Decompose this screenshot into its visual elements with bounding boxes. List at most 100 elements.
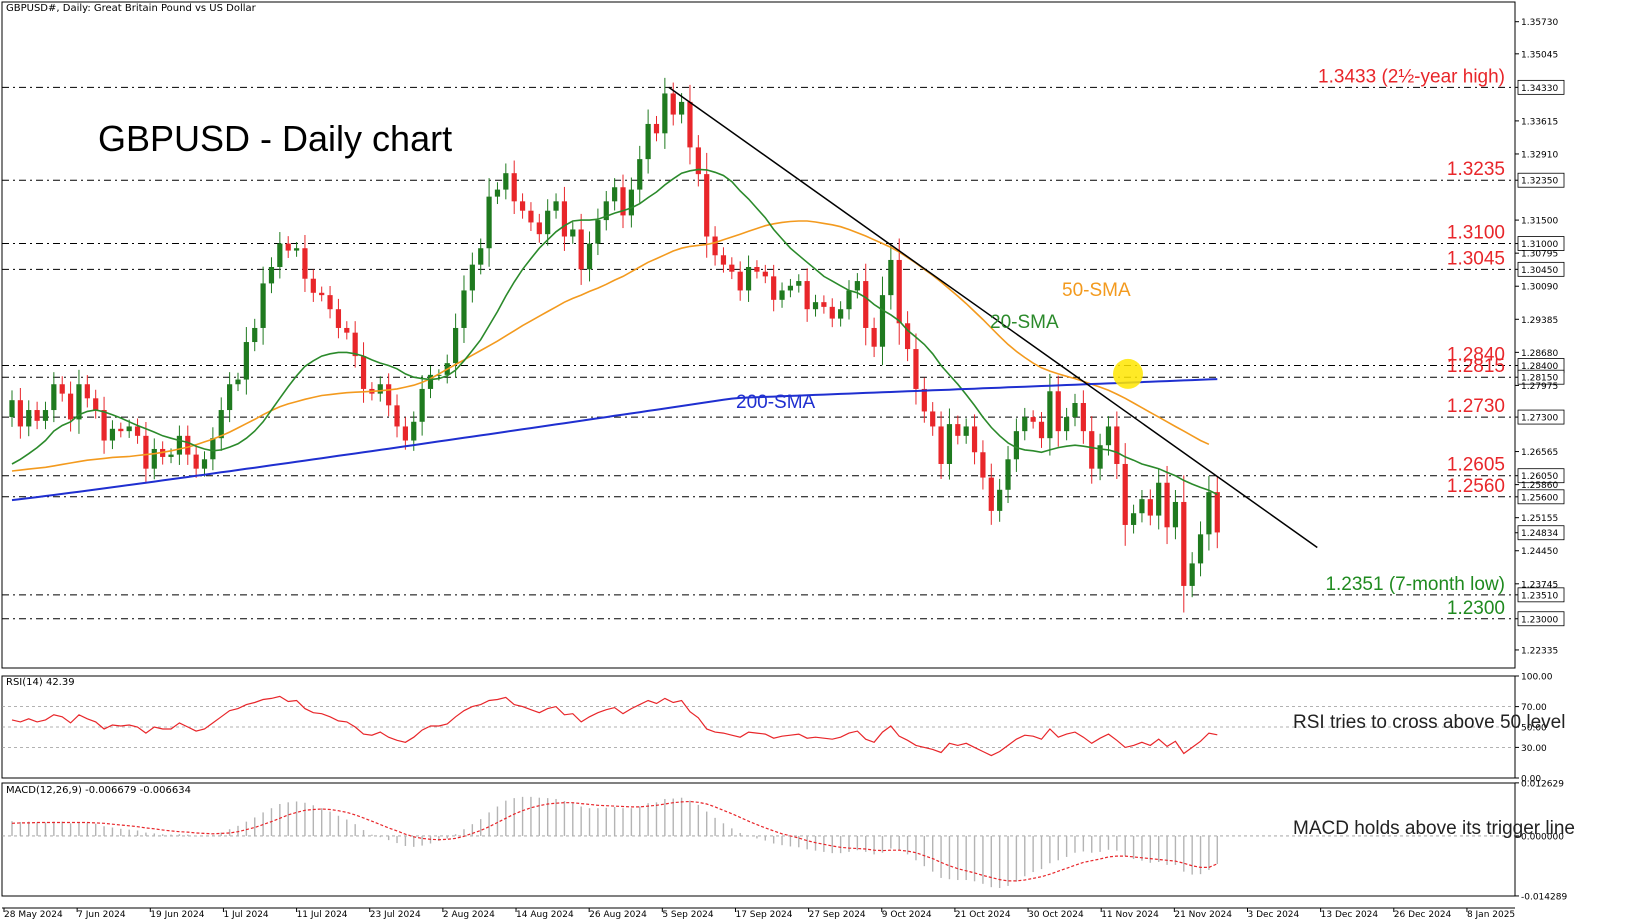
- rsi-tick-label: 70.00: [1521, 703, 1547, 713]
- price-tick-label: 1.24834: [1521, 529, 1558, 539]
- candle-body: [84, 384, 90, 399]
- candle-body: [402, 426, 408, 441]
- x-tick-label: 5 Sep 2024: [662, 910, 714, 919]
- candle-body: [352, 332, 358, 357]
- candle-body: [386, 384, 392, 406]
- price-tick-box: [1517, 409, 1565, 425]
- candle-body: [980, 452, 986, 478]
- candle-body: [737, 271, 743, 291]
- candle-body: [344, 327, 350, 333]
- x-tick-label: 28 May 2024: [4, 910, 63, 919]
- candle-body: [896, 259, 902, 324]
- candle-body: [553, 201, 559, 211]
- candle-body: [1156, 482, 1162, 516]
- candle-body: [955, 424, 961, 436]
- rsi-tick-label: 0.00: [1521, 775, 1541, 785]
- candle-body: [662, 93, 668, 134]
- candle-body: [603, 201, 609, 221]
- candle-body: [285, 243, 291, 251]
- x-tick-label: 30 Oct 2024: [1028, 910, 1084, 919]
- price-tick-label: 1.23510: [1521, 591, 1558, 601]
- price-tick-label: 1.28400: [1521, 362, 1558, 372]
- candle-body: [645, 123, 651, 160]
- candle-body: [545, 210, 551, 235]
- price-tick-label: 1.35730: [1521, 18, 1558, 28]
- x-tick-label: 3 Dec 2024: [1247, 910, 1299, 919]
- price-tick-box: [1517, 369, 1565, 385]
- candle-body: [620, 187, 626, 216]
- candle-body: [1164, 482, 1170, 528]
- candle-body: [921, 388, 927, 412]
- candle-body: [1047, 391, 1053, 439]
- candle-body: [268, 266, 275, 284]
- x-tick-label: 26 Dec 2024: [1394, 910, 1452, 919]
- macd-tick-label: 0.000000: [1521, 832, 1564, 842]
- candle-body: [26, 410, 32, 427]
- candle-body: [796, 281, 802, 286]
- price-tick-box: [1517, 587, 1565, 603]
- candle-body: [1147, 499, 1153, 516]
- candle-body: [394, 405, 400, 427]
- candle-body: [67, 393, 74, 420]
- price-tick-label: 1.30795: [1521, 250, 1558, 260]
- level-label: 1.2840: [1447, 344, 1505, 365]
- candle-body: [411, 421, 417, 441]
- candle-body: [586, 243, 593, 270]
- candle-body: [419, 388, 425, 422]
- price-tick-box: [1517, 489, 1565, 505]
- level-label: 1.2815: [1447, 356, 1505, 377]
- candle-body: [503, 173, 509, 190]
- candle-body: [1080, 403, 1086, 432]
- candle-body: [720, 255, 727, 265]
- candle-body: [863, 281, 869, 328]
- price-tick-label: 1.26050: [1521, 472, 1558, 482]
- candle-body: [745, 266, 752, 291]
- candle-body: [653, 123, 660, 134]
- candle-body: [812, 302, 819, 310]
- level-label: 1.2300: [1447, 598, 1505, 619]
- candle-body: [1013, 431, 1019, 460]
- price-tick-label: 1.35045: [1521, 50, 1558, 60]
- candle-body: [185, 435, 191, 455]
- macd-signal-line: [11, 800, 1218, 882]
- candle-body: [804, 281, 810, 310]
- candle-body: [846, 290, 852, 310]
- level-label: 1.2351 (7-month low): [1325, 574, 1505, 595]
- candle-body: [494, 189, 501, 197]
- candle-body: [762, 271, 768, 277]
- candle-body: [1005, 459, 1011, 490]
- candle-body: [1181, 501, 1187, 586]
- price-tick-label: 1.27300: [1521, 414, 1558, 424]
- rsi-tick-label: 50.00: [1521, 724, 1547, 734]
- x-tick-label: 26 Aug 2024: [589, 910, 647, 919]
- candle-body: [854, 281, 860, 291]
- candle-body: [235, 379, 241, 385]
- candle-body: [478, 248, 484, 265]
- x-tick-label: 27 Sep 2024: [809, 910, 866, 919]
- sma200-label: 200-SMA: [736, 392, 816, 413]
- rsi-tick-label: 30.00: [1521, 744, 1547, 754]
- candle-body: [118, 428, 124, 432]
- candle-body: [1114, 426, 1120, 464]
- candle-body: [42, 410, 49, 421]
- x-tick-label: 21 Oct 2024: [955, 910, 1011, 919]
- x-tick-label: 23 Jul 2024: [370, 910, 421, 919]
- candle-body: [168, 454, 174, 457]
- price-tick-label: 1.23000: [1521, 615, 1558, 625]
- candle-body: [1189, 563, 1195, 586]
- candle-body: [310, 278, 316, 293]
- candle-body: [612, 187, 618, 202]
- candle-body: [461, 290, 467, 328]
- candle-body: [193, 454, 199, 469]
- candle-body: [913, 349, 919, 389]
- candle-body: [360, 356, 367, 389]
- candle-body: [712, 236, 718, 256]
- candle-body: [930, 411, 936, 427]
- candle-body: [293, 248, 300, 251]
- candle-body: [1089, 431, 1095, 469]
- candle-body: [151, 448, 157, 469]
- candle-body: [687, 101, 693, 148]
- rsi-line: [11, 695, 1218, 757]
- price-tick-label: 1.25860: [1521, 481, 1558, 491]
